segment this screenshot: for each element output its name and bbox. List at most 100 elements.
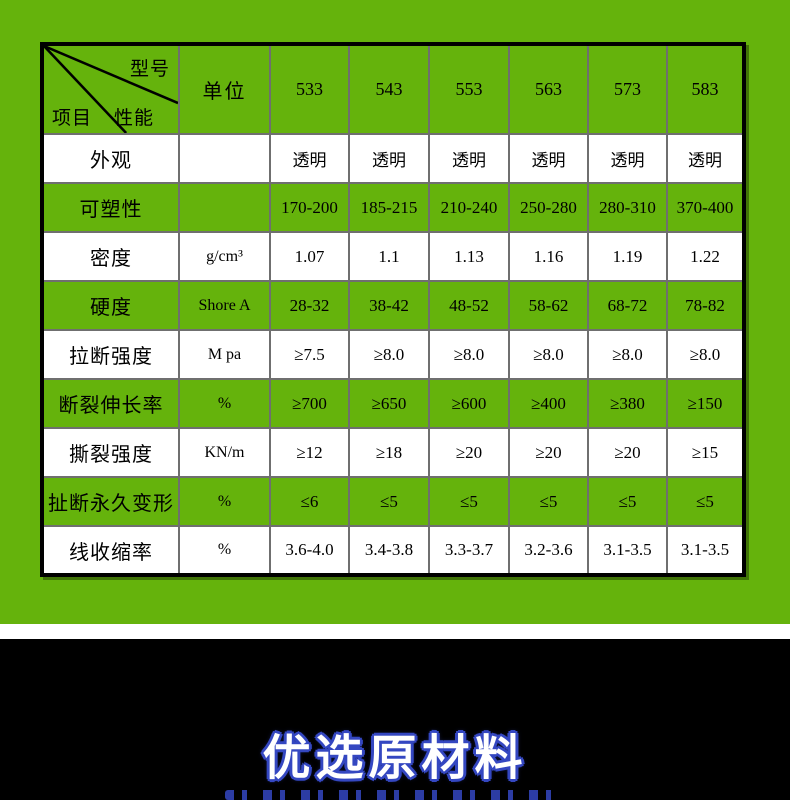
white-divider-strip <box>0 624 790 639</box>
black-banner-area <box>0 639 790 800</box>
model-header-553: 553 <box>428 43 510 135</box>
row-unit <box>178 182 271 233</box>
row-value: 68-72 <box>587 280 668 331</box>
row-value: 透明 <box>428 133 510 184</box>
row-label: 线收缩率 <box>41 525 180 576</box>
row-value: 280-310 <box>587 182 668 233</box>
row-value: ≥8.0 <box>666 329 745 380</box>
row-value: 1.19 <box>587 231 668 282</box>
row-value: ≥20 <box>587 427 668 478</box>
row-value: 透明 <box>508 133 589 184</box>
clipped-text-fragments <box>225 790 565 800</box>
banner-headline: 优选原材料 <box>262 730 528 786</box>
row-value: 370-400 <box>666 182 745 233</box>
row-value: 1.16 <box>508 231 589 282</box>
row-value: ≥15 <box>666 427 745 478</box>
row-value: ≥8.0 <box>348 329 430 380</box>
corner-label-performance: 性能 <box>114 108 155 129</box>
row-label: 外观 <box>41 133 180 184</box>
row-value: ≥18 <box>348 427 430 478</box>
row-value: 透明 <box>587 133 668 184</box>
row-label: 拉断强度 <box>41 329 180 380</box>
diagonal-divider-icon <box>44 46 177 132</box>
row-unit: % <box>178 378 271 429</box>
row-value: ≥380 <box>587 378 668 429</box>
row-value: ≥12 <box>269 427 350 478</box>
row-value: 250-280 <box>508 182 589 233</box>
row-value: 3.6-4.0 <box>269 525 350 576</box>
row-unit: KN/m <box>178 427 271 478</box>
row-value: ≥8.0 <box>508 329 589 380</box>
row-value: 78-82 <box>666 280 745 331</box>
model-header-583: 583 <box>666 43 745 135</box>
row-value: 38-42 <box>348 280 430 331</box>
table-row: 密度 g/cm³ 1.07 1.1 1.13 1.16 1.19 1.22 <box>41 231 745 282</box>
row-unit: % <box>178 525 271 576</box>
row-value: ≥400 <box>508 378 589 429</box>
row-unit: Shore A <box>178 280 271 331</box>
row-label: 密度 <box>41 231 180 282</box>
row-value: 3.1-3.5 <box>587 525 668 576</box>
table-row: 撕裂强度 KN/m ≥12 ≥18 ≥20 ≥20 ≥20 ≥15 <box>41 427 745 478</box>
row-value: 3.1-3.5 <box>666 525 745 576</box>
row-value: ≤5 <box>428 476 510 527</box>
table-row: 可塑性 170-200 185-215 210-240 250-280 280-310 37… <box>41 182 745 233</box>
row-value: ≤5 <box>666 476 745 527</box>
row-value: ≥600 <box>428 378 510 429</box>
corner-header-cell: 型号 性能 项目 <box>41 43 180 135</box>
row-value: 185-215 <box>348 182 430 233</box>
corner-label-item: 项目 <box>52 108 93 129</box>
table-row: 断裂伸长率% ≥700 ≥650 ≥600 ≥400 ≥380 ≥150 <box>41 378 745 429</box>
row-value: 28-32 <box>269 280 350 331</box>
row-value: 1.1 <box>348 231 430 282</box>
model-header-533: 533 <box>269 43 350 135</box>
table-row: 拉断强度 M pa ≥7.5 ≥8.0 ≥8.0 ≥8.0 ≥8.0 ≥8.0 <box>41 329 745 380</box>
row-value: 透明 <box>269 133 350 184</box>
row-value: ≥8.0 <box>428 329 510 380</box>
table-row: 硬度 Shore A 28-32 38-42 48-52 58-62 68-72 78-82 <box>41 280 745 331</box>
row-value: ≥150 <box>666 378 745 429</box>
table-row: 线收缩率% 3.6-4.0 3.4-3.8 3.3-3.7 3.2-3.6 3.1-3.5… <box>41 525 745 576</box>
row-value: ≤5 <box>348 476 430 527</box>
row-value: 1.22 <box>666 231 745 282</box>
row-value: ≤5 <box>587 476 668 527</box>
row-unit: % <box>178 476 271 527</box>
row-value: 透明 <box>666 133 745 184</box>
model-header-563: 563 <box>508 43 589 135</box>
row-value: 1.13 <box>428 231 510 282</box>
table-row: 扯断永久变形% ≤6 ≤5 ≤5 ≤5 ≤5 ≤5 <box>41 476 745 527</box>
row-value: 3.2-3.6 <box>508 525 589 576</box>
model-header-573: 573 <box>587 43 668 135</box>
row-value: 3.4-3.8 <box>348 525 430 576</box>
model-header-row: 型号 性能 项目 单位 533 543 553 563 573 583 <box>41 43 745 135</box>
row-value: ≥650 <box>348 378 430 429</box>
row-value: ≥8.0 <box>587 329 668 380</box>
row-label: 断裂伸长率 <box>41 378 180 429</box>
row-value: ≤6 <box>269 476 350 527</box>
unit-column-header: 单位 <box>178 43 271 135</box>
spec-table-body: 型号 性能 项目 单位 533 543 553 563 573 583 外观 透明 透明 透明透… <box>41 43 745 576</box>
row-label: 可塑性 <box>41 182 180 233</box>
row-value: 58-62 <box>508 280 589 331</box>
corner-label-model: 型号 <box>129 59 170 80</box>
model-header-543: 543 <box>348 43 430 135</box>
row-unit: g/cm³ <box>178 231 271 282</box>
row-label: 扯断永久变形 <box>41 476 180 527</box>
row-unit <box>178 133 271 184</box>
row-value: ≥700 <box>269 378 350 429</box>
row-value: 170-200 <box>269 182 350 233</box>
row-value: 透明 <box>348 133 430 184</box>
row-label: 硬度 <box>41 280 180 331</box>
row-unit: M pa <box>178 329 271 380</box>
spec-table: 型号 性能 项目 单位 533 543 553 563 573 583 外观 透明 透明 透明透… <box>40 42 746 577</box>
row-value: 1.07 <box>269 231 350 282</box>
row-value: 48-52 <box>428 280 510 331</box>
row-value: 3.3-3.7 <box>428 525 510 576</box>
row-value: ≤5 <box>508 476 589 527</box>
row-value: ≥20 <box>508 427 589 478</box>
row-value: 210-240 <box>428 182 510 233</box>
row-value: ≥7.5 <box>269 329 350 380</box>
row-value: ≥20 <box>428 427 510 478</box>
table-row: 外观 透明 透明 透明 透明 透明 透明 <box>41 133 745 184</box>
